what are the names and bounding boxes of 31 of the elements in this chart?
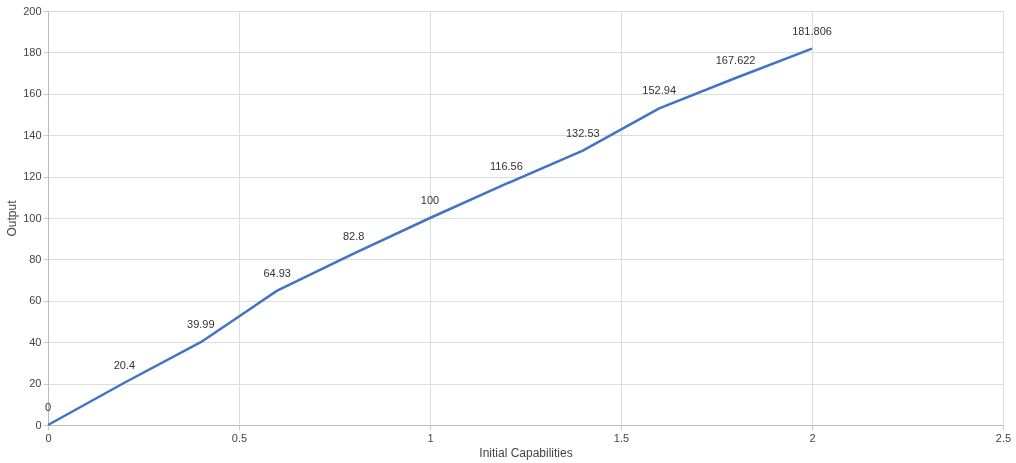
x-tick-label: 0 bbox=[45, 431, 52, 444]
y-tick-label: 0 bbox=[35, 418, 42, 431]
y-tick-label: 140 bbox=[23, 128, 42, 141]
data-label: 181.806 bbox=[792, 24, 832, 37]
y-tick-label: 160 bbox=[23, 87, 42, 100]
data-label: 64.93 bbox=[263, 266, 291, 279]
line-series bbox=[46, 47, 814, 427]
data-label: 100 bbox=[420, 194, 440, 206]
x-tick-label: 1 bbox=[427, 431, 434, 444]
y-axis-title: Output bbox=[5, 199, 20, 237]
data-label: 116.56 bbox=[489, 159, 523, 172]
y-tick-label: 20 bbox=[29, 377, 42, 390]
data-label: 167.622 bbox=[715, 54, 756, 67]
y-tick-label: 100 bbox=[23, 211, 42, 224]
x-axis-title: Initial Capabilities bbox=[479, 445, 573, 460]
y-tick-label: 80 bbox=[29, 252, 42, 265]
data-label: 152.94 bbox=[642, 84, 677, 97]
y-tick-label: 40 bbox=[29, 335, 42, 348]
data-label: 132.53 bbox=[565, 126, 600, 139]
y-tick-label: 60 bbox=[29, 294, 42, 307]
x-tick-label: 2 bbox=[809, 431, 816, 444]
y-tick-label: 180 bbox=[23, 45, 42, 58]
x-tick-label: 2.5 bbox=[995, 431, 1012, 444]
data-label: 20.4 bbox=[113, 358, 136, 371]
data-label: 82.8 bbox=[342, 229, 365, 242]
data-label: 39.99 bbox=[187, 318, 215, 331]
y-tick-label: 200 bbox=[23, 4, 42, 17]
data-label: 0 bbox=[44, 401, 52, 413]
x-tick-label: 0.5 bbox=[231, 431, 248, 444]
y-tick-label: 120 bbox=[23, 170, 42, 183]
x-tick-label: 1.5 bbox=[613, 431, 630, 444]
